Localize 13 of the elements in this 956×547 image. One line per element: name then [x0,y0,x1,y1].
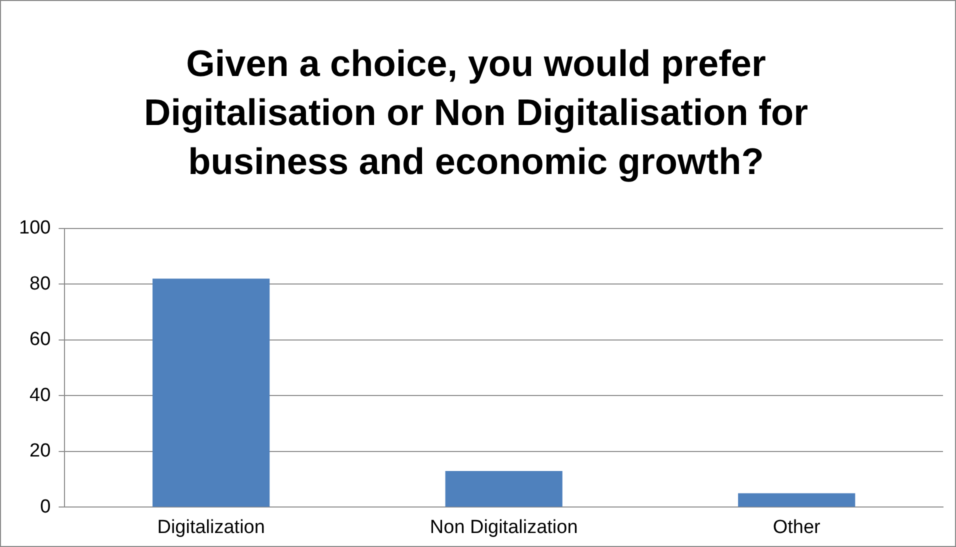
y-tick-label: 0 [40,496,51,518]
x-tick-label: Other [772,516,822,538]
bar [152,278,270,507]
y-tick-label: 40 [30,384,51,406]
y-tick-label: 60 [30,329,51,350]
chart-title: Given a choice, you would prefer Digitalisation or Non Digitalisation for business and economic growth? [143,42,809,184]
y-tick-label: 20 [30,440,51,462]
x-tick-label: Non Digitalization [430,516,578,538]
y-tick-label: 100 [19,218,51,239]
y-tick-label: 80 [30,273,51,294]
x-tick-label: Digitalization [157,516,265,538]
bar [445,470,562,507]
bar [738,493,856,507]
